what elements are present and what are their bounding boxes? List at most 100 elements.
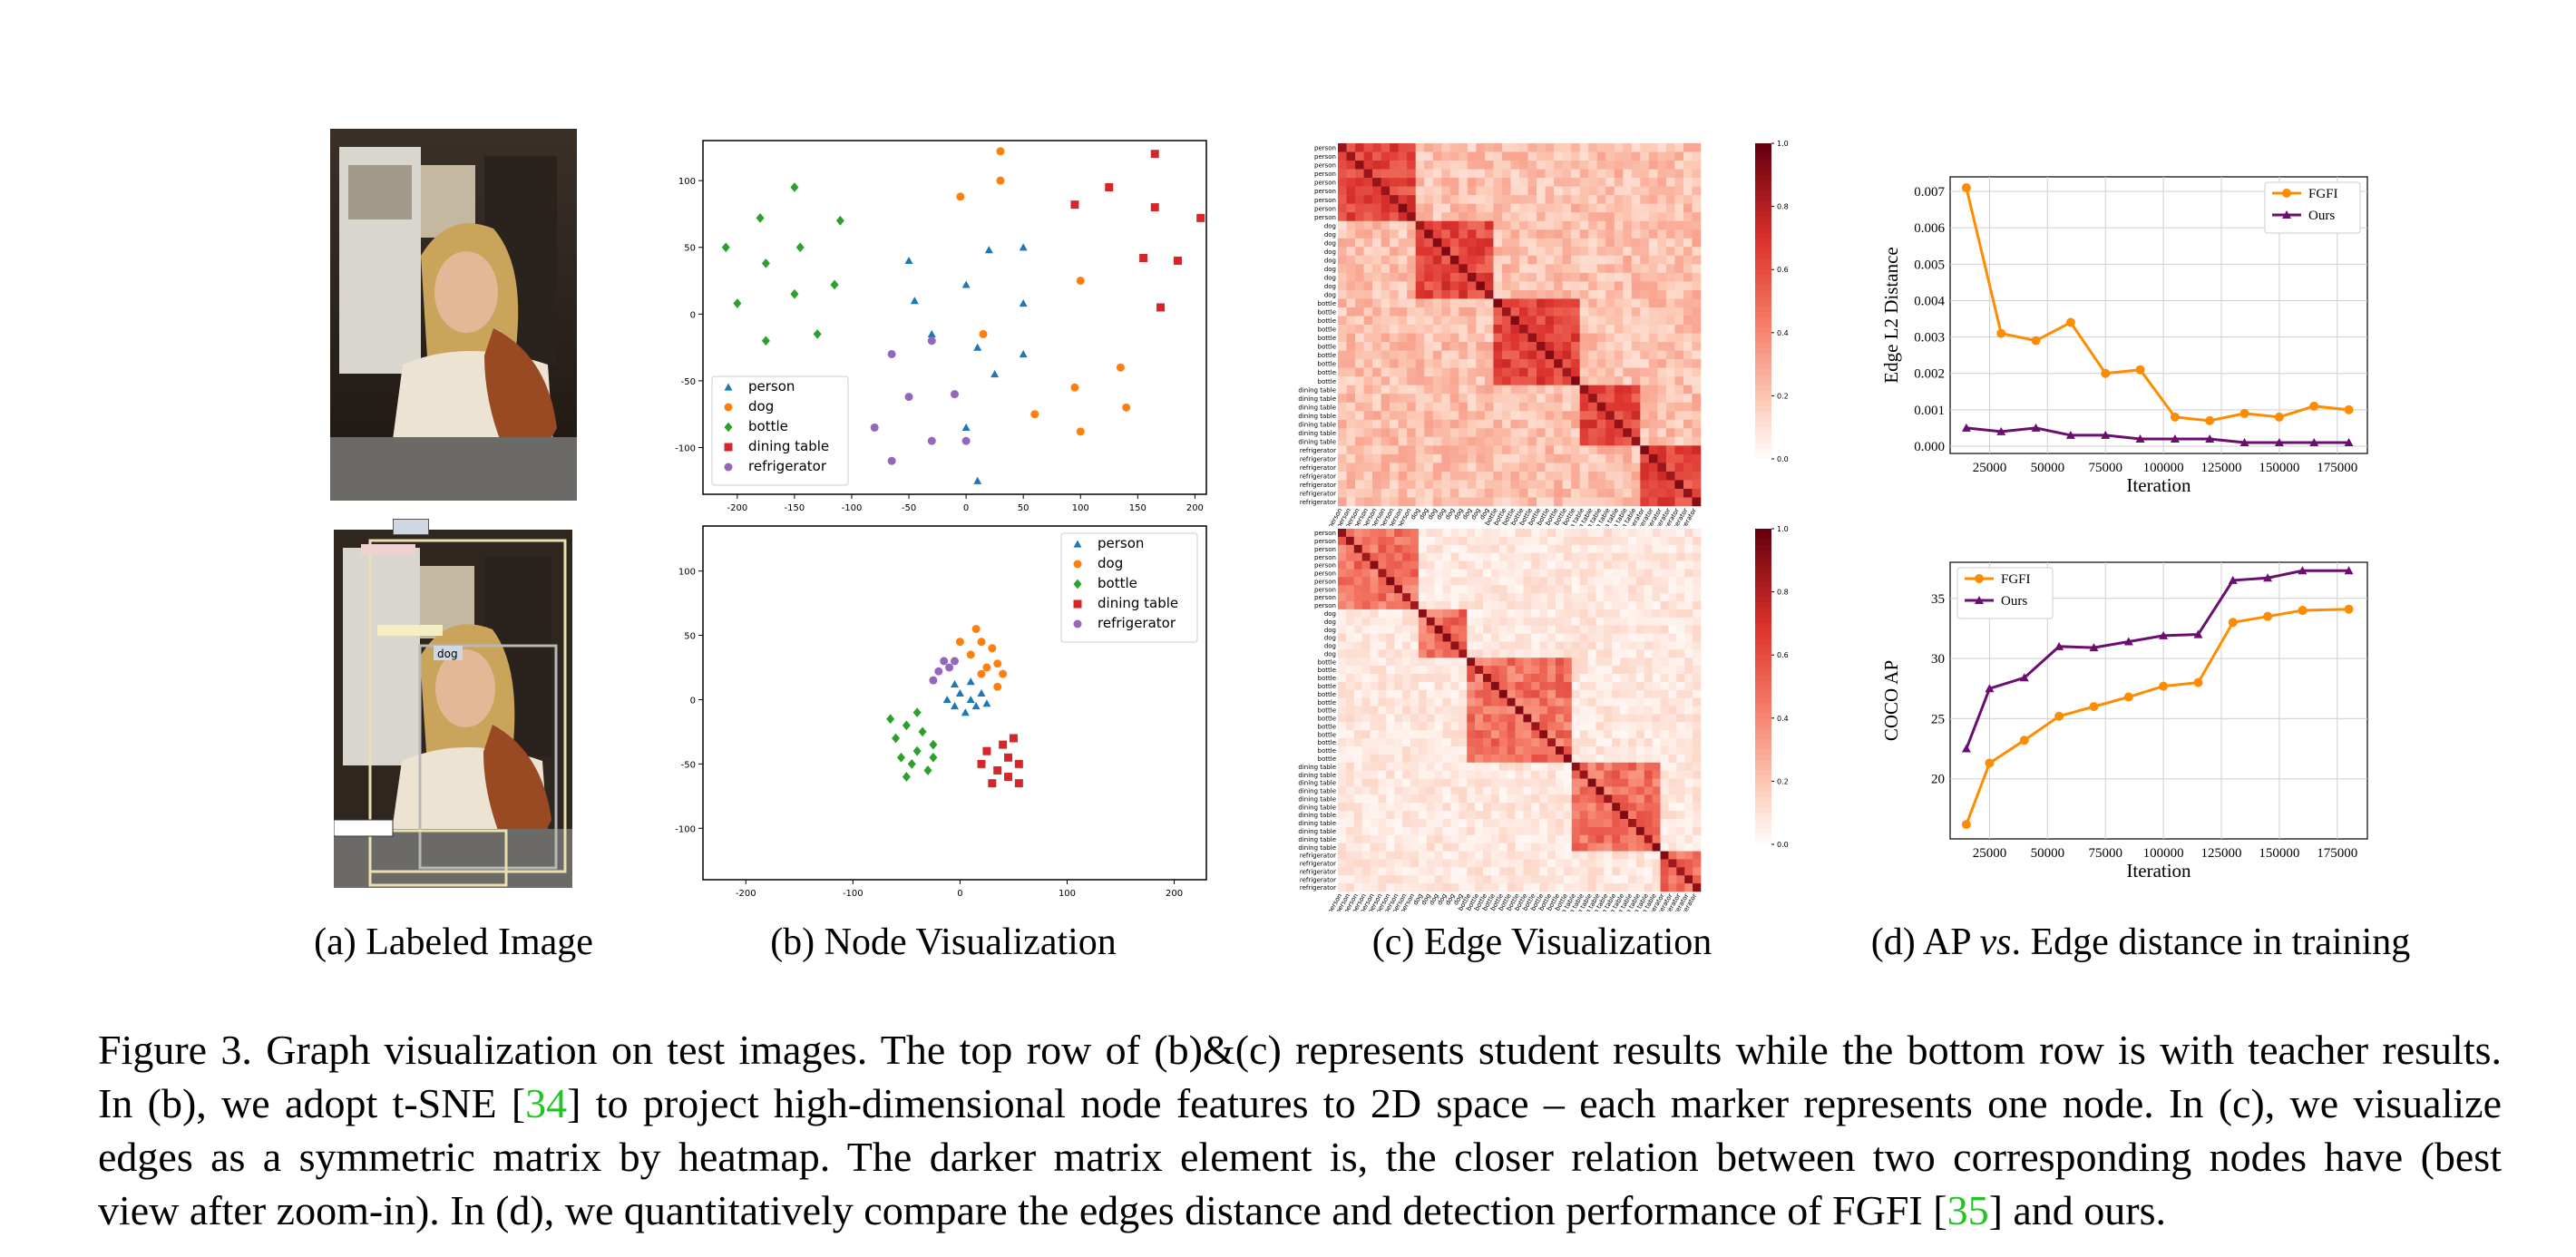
heatmap-cell <box>1361 706 1371 715</box>
heatmap-cell <box>1614 264 1624 274</box>
heatmap-cell <box>1424 428 1434 438</box>
heatmap-cell <box>1676 609 1685 619</box>
heatmap-cell <box>1635 601 1645 610</box>
heatmap-cell <box>1432 367 1442 377</box>
heatmap-cell <box>1355 255 1364 265</box>
heatmap-cell <box>1692 203 1702 213</box>
heatmap-cell <box>1579 367 1589 377</box>
heatmap-cell <box>1527 350 1537 360</box>
heatmap-cell <box>1378 883 1387 892</box>
heatmap-cell <box>1386 625 1395 634</box>
heatmap-cell <box>1571 689 1580 698</box>
point-refrigerator <box>940 657 949 666</box>
heatmap-cell <box>1432 394 1442 404</box>
heatmap-cell <box>1353 625 1362 634</box>
heatmap-cell <box>1571 560 1580 570</box>
heatmap-cell <box>1674 394 1684 404</box>
heatmap-cell <box>1587 883 1596 892</box>
heatmap-cell <box>1537 289 1546 299</box>
heatmap-cell <box>1441 480 1451 490</box>
heatmap-cell <box>1668 770 1677 779</box>
heatmap-cell <box>1523 859 1532 868</box>
heatmap-cell <box>1345 770 1355 779</box>
heatmap-cell <box>1596 264 1606 274</box>
heatmap-cell <box>1345 552 1355 561</box>
heatmap-cell <box>1657 178 1667 187</box>
heatmap-cell <box>1501 376 1511 385</box>
heatmap-cell <box>1426 746 1435 755</box>
heatmap-cell <box>1475 794 1484 804</box>
heatmap-cell <box>1648 471 1658 481</box>
heatmap-cell <box>1684 609 1693 619</box>
heatmap-cell <box>1353 609 1362 619</box>
point-refrigerator <box>927 336 936 346</box>
heatmap-cell <box>1527 453 1537 463</box>
heatmap-cell <box>1386 601 1395 610</box>
heatmap-cell <box>1415 385 1425 395</box>
heatmap-cell <box>1476 325 1486 334</box>
heatmap-cell <box>1665 247 1675 257</box>
heatmap-row-label: dog <box>1324 266 1336 273</box>
caption-line-4: view after zoom-in). In (d), we quantita… <box>98 1184 2502 1237</box>
heatmap-cell <box>1378 819 1387 828</box>
point-ours <box>2101 430 2111 439</box>
heatmap-cell <box>1665 428 1675 438</box>
heatmap-row-label: dining table <box>1298 795 1336 803</box>
heatmap-cell <box>1467 569 1476 578</box>
legend-label-refrigerator: refrigerator <box>1098 615 1176 631</box>
heatmap-cell <box>1467 706 1476 715</box>
heatmap-cell <box>1605 480 1615 490</box>
heatmap-cell <box>1407 272 1417 282</box>
heatmap-cell <box>1515 778 1524 787</box>
heatmap-cell <box>1418 529 1428 538</box>
heatmap-cell <box>1684 883 1693 892</box>
heatmap-cell <box>1510 143 1520 152</box>
heatmap-cell <box>1361 722 1371 731</box>
heatmap-cell <box>1490 697 1500 706</box>
heatmap-cell <box>1398 229 1408 239</box>
heatmap-cell <box>1355 298 1364 308</box>
legend-label-person: person <box>1098 535 1144 551</box>
line-fgfi <box>1965 608 2349 825</box>
heatmap-cell <box>1668 706 1677 715</box>
heatmap-cell <box>1467 536 1476 546</box>
heatmap-cell <box>1692 264 1702 274</box>
heatmap-cell <box>1398 203 1408 213</box>
heatmap-cell <box>1467 617 1476 626</box>
heatmap-cell <box>1693 609 1702 619</box>
heatmap-cell <box>1490 625 1500 634</box>
heatmap-cell <box>1449 402 1459 412</box>
heatmap-cell <box>1531 786 1540 795</box>
heatmap-cell <box>1353 819 1362 828</box>
coco-ap-chart: 25000 50000 75000 100000 125000 150000 1750002… <box>1880 561 2368 882</box>
heatmap-cell <box>1450 803 1459 812</box>
heatmap-cell <box>1676 560 1685 570</box>
heatmap-cell <box>1363 178 1373 187</box>
heatmap-cell <box>1605 272 1615 282</box>
heatmap-cell <box>1390 497 1399 507</box>
heatmap-cell <box>1386 649 1395 658</box>
heatmap-cell <box>1415 428 1425 438</box>
heatmap-cell <box>1665 264 1675 274</box>
heatmap-cell <box>1588 178 1598 187</box>
point-bottle <box>902 720 911 731</box>
heatmap-cell <box>1571 394 1580 404</box>
heatmap-cell <box>1432 272 1442 282</box>
citation-35[interactable]: 35 <box>1947 1187 1989 1233</box>
heatmap-cell <box>1432 264 1442 274</box>
heatmap-cell <box>1483 666 1492 675</box>
heatmap-cell <box>1378 803 1387 812</box>
heatmap-cell <box>1644 658 1653 667</box>
heatmap-cell <box>1450 529 1459 538</box>
heatmap-cell <box>1484 463 1494 473</box>
heatmap-cell <box>1355 238 1364 248</box>
heatmap-cell <box>1390 151 1399 161</box>
heatmap-cell <box>1484 419 1494 429</box>
heatmap-cell <box>1410 826 1420 836</box>
heatmap-cell <box>1467 342 1477 351</box>
point-refrigerator <box>887 349 896 358</box>
heatmap-cell <box>1510 212 1520 222</box>
heatmap-cell <box>1571 289 1580 299</box>
heatmap-cell <box>1467 746 1476 755</box>
citation-34[interactable]: 34 <box>525 1080 568 1126</box>
